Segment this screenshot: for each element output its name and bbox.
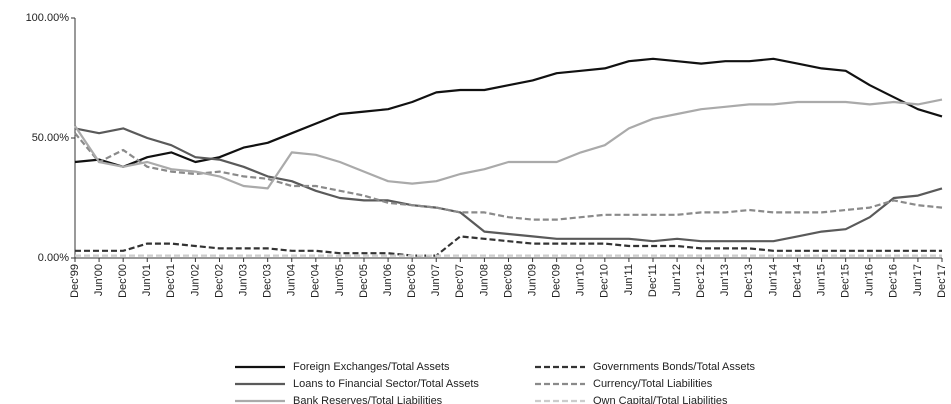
legend-label: Bank Reserves/Total Liabilities <box>293 395 443 404</box>
x-tick-label: Jun'09 <box>526 264 538 296</box>
x-tick-label: Jun'10 <box>575 264 587 296</box>
x-tick-label: Dec'10 <box>599 264 611 298</box>
x-tick-label: Dec'13 <box>743 264 755 298</box>
x-tick-label: Dec'12 <box>695 264 707 298</box>
x-tick-label: Dec'09 <box>551 264 563 298</box>
legend-label: Own Capital/Total Liabilities <box>593 395 728 404</box>
x-tick-label: Jun'16 <box>864 264 876 296</box>
x-tick-label: Dec'07 <box>454 264 466 298</box>
x-tick-label: Dec'04 <box>310 264 322 298</box>
x-tick-label: Dec'08 <box>502 264 514 298</box>
x-tick-label: Dec'17 <box>936 264 948 298</box>
x-tick-label: Jun'08 <box>478 264 490 296</box>
series-line <box>74 127 943 243</box>
series-line <box>75 235 942 257</box>
x-tick-label: Jun'13 <box>719 264 731 296</box>
y-tick-label: 0.00% <box>38 252 69 264</box>
x-tick-label: Jun'01 <box>141 264 153 296</box>
x-tick-label: Dec'99 <box>69 264 81 298</box>
x-tick-label: Dec'15 <box>840 264 852 298</box>
x-tick-label: Jun'14 <box>767 264 779 296</box>
legend-label: Foreign Exchanges/Total Assets <box>293 361 450 373</box>
x-tick-label: Jun'00 <box>93 264 105 296</box>
x-tick-label: Jun'12 <box>671 264 683 296</box>
series-line <box>74 132 943 221</box>
x-tick-label: Dec'02 <box>213 264 225 298</box>
x-tick-label: Jun'06 <box>382 264 394 296</box>
x-tick-label: Jun'05 <box>334 264 346 296</box>
x-tick-label: Jun'15 <box>815 264 827 296</box>
x-tick-label: Dec'06 <box>406 264 418 298</box>
x-tick-label: Dec'14 <box>791 264 803 298</box>
legend-label: Loans to Financial Sector/Total Assets <box>293 378 479 390</box>
x-tick-label: Dec'16 <box>888 264 900 298</box>
y-tick-label: 100.00% <box>26 12 70 24</box>
y-tick-label: 50.00% <box>32 132 70 144</box>
x-tick-label: Dec'11 <box>647 264 659 297</box>
x-tick-label: Jun'07 <box>430 264 442 296</box>
x-tick-label: Jun'04 <box>286 264 298 296</box>
x-tick-label: Jun'03 <box>237 264 249 296</box>
x-tick-label: Dec'01 <box>165 264 177 298</box>
series-line <box>74 98 943 190</box>
x-tick-label: Dec'00 <box>117 264 129 298</box>
x-tick-label: Jun'17 <box>912 264 924 296</box>
x-tick-label: Dec'05 <box>358 264 370 298</box>
x-tick-label: Jun'02 <box>189 264 201 296</box>
series-line <box>74 57 943 168</box>
legend-label: Governments Bonds/Total Assets <box>593 361 756 373</box>
x-tick-label: Dec'03 <box>262 264 274 298</box>
x-tick-label: Jun'11 <box>623 264 635 295</box>
legend-label: Currency/Total Liabilities <box>593 378 713 390</box>
